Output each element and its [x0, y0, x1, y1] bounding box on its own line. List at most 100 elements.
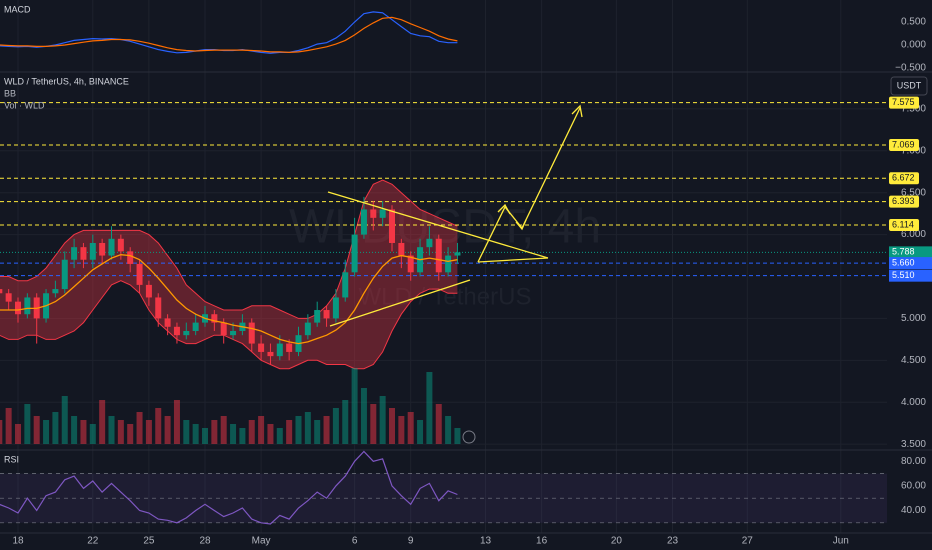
volume-bar — [295, 416, 302, 444]
volume-bar — [173, 400, 180, 444]
volume-bar — [127, 424, 134, 444]
candle-body — [99, 242, 106, 256]
candle-body — [379, 209, 386, 218]
candle-body — [445, 255, 452, 273]
level-label-bg — [889, 172, 919, 185]
candle-body — [192, 322, 199, 331]
volume-bar — [33, 416, 40, 444]
candle-body — [407, 255, 414, 273]
volume-bar — [323, 416, 330, 444]
currency-button[interactable] — [890, 76, 928, 96]
x-tick-label: 27 — [742, 536, 754, 547]
currency: USDT — [897, 80, 922, 90]
volume-bar — [370, 404, 377, 444]
x-tick-label: May — [252, 536, 271, 547]
volume-bar — [136, 412, 143, 444]
arrow-head — [571, 104, 583, 118]
triangle-apex — [477, 257, 549, 263]
level-label: 7.575 — [892, 97, 915, 107]
candle-body — [258, 343, 265, 352]
panel-title: RSI — [4, 454, 19, 464]
bb-lower — [0, 280, 458, 370]
candle-body — [61, 259, 68, 290]
projection-arrow — [477, 107, 581, 263]
candle-body — [145, 284, 152, 298]
x-tick-label: 23 — [667, 536, 679, 547]
candle-body — [230, 330, 237, 336]
candle-body — [15, 301, 21, 315]
y-tick-label: 4.000 — [901, 397, 926, 408]
volume-bar — [248, 420, 255, 444]
candle-body — [71, 247, 78, 260]
candle-body — [286, 343, 293, 352]
x-tick-label: 6 — [352, 536, 358, 547]
rsi-line — [0, 450, 458, 525]
x-tick-label: Jun — [833, 536, 849, 547]
volume-bar — [15, 424, 21, 444]
bb-upper — [0, 179, 458, 319]
candle-body — [117, 238, 124, 252]
bb-fill — [0, 180, 458, 369]
volume-bar — [258, 416, 265, 444]
candle-body — [0, 289, 3, 294]
candle-body — [52, 289, 59, 294]
candle-body — [164, 318, 171, 327]
volume-bar — [351, 368, 358, 444]
volume-bar — [71, 416, 78, 444]
candle-body — [155, 297, 162, 319]
volume-bar — [304, 412, 311, 444]
candle-body — [5, 293, 12, 302]
volume-bar — [454, 428, 461, 444]
candle-body — [435, 238, 442, 273]
candle-body — [351, 234, 358, 273]
candle-body — [267, 351, 274, 357]
macd-line — [0, 16, 458, 54]
drawings — [327, 104, 583, 327]
volume-bar — [445, 416, 452, 444]
candle-body — [24, 297, 31, 315]
volume-bar — [24, 404, 31, 444]
candle-body — [454, 252, 461, 256]
x-tick-label: 25 — [143, 536, 155, 547]
candle-body — [220, 322, 227, 336]
panel-title: WLD / TetherUS, 4h, BINANCE — [4, 76, 129, 86]
y-tick-label: 3.500 — [901, 439, 926, 450]
volume-bar — [379, 396, 386, 444]
volume-bar — [435, 404, 442, 444]
volume-bar — [407, 412, 414, 444]
lightning-icon[interactable] — [462, 430, 476, 444]
panel-title: MACD — [4, 4, 31, 14]
volume-bar — [314, 420, 321, 444]
price-label: 5.788 — [892, 247, 915, 257]
candle-body — [426, 238, 433, 248]
candle-body — [173, 326, 180, 336]
volume-bar — [80, 420, 87, 444]
volume-bar — [211, 420, 218, 444]
candle-body — [248, 322, 255, 344]
level-label: 7.069 — [892, 139, 915, 149]
volume-bar — [398, 416, 405, 444]
y-tick-label: 6.000 — [901, 229, 926, 240]
candle-body — [80, 247, 87, 260]
level-label: 6.672 — [892, 173, 915, 183]
x-tick-label: 18 — [12, 536, 24, 547]
triangle-lower — [329, 279, 471, 327]
y-tick-label: −0.500 — [895, 63, 926, 74]
volume-bar — [108, 416, 115, 444]
y-tick-label: 80.00 — [901, 456, 926, 467]
candle-body — [342, 272, 349, 298]
volume-bar — [192, 424, 199, 444]
y-tick-label: 0.000 — [901, 40, 926, 51]
volume-bar — [389, 408, 395, 444]
volume-bar — [117, 420, 124, 444]
candle-body — [108, 238, 115, 256]
candle-body — [314, 310, 321, 323]
volume-bar — [360, 388, 367, 444]
volume-bar — [286, 420, 293, 444]
level-label-bg — [889, 219, 919, 232]
candle-body — [136, 263, 143, 285]
candle-body — [398, 242, 405, 256]
candle-body — [127, 251, 134, 264]
